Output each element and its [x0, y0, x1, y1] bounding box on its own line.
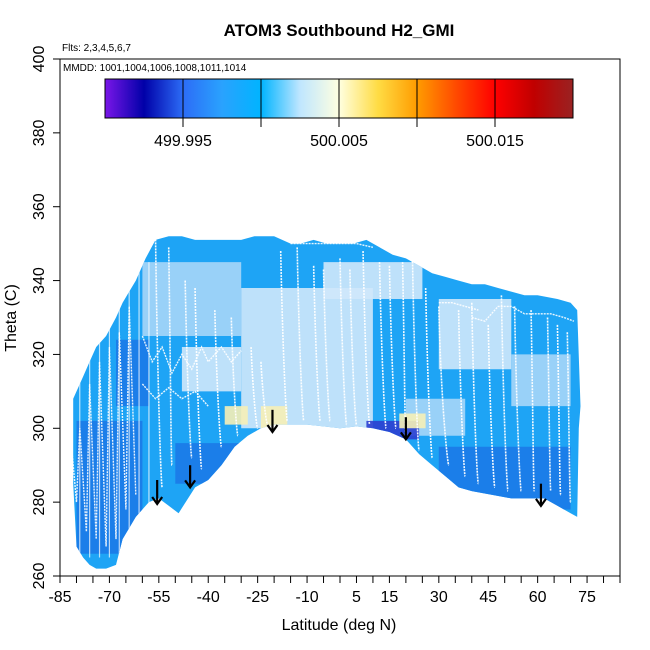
flight-trace — [378, 262, 387, 430]
flight-trace — [500, 295, 509, 492]
flight-trace — [411, 258, 420, 452]
flight-trace — [322, 269, 331, 422]
flight-trace — [230, 317, 239, 437]
y-tick-label: 360 — [31, 193, 48, 220]
flight-trace — [556, 324, 562, 496]
curtain-patch — [323, 262, 423, 299]
flight-trace — [487, 324, 496, 489]
chart-title: ATOM3 Southbound H2_GMI — [224, 21, 455, 40]
flight-trace-zigzag — [290, 242, 374, 248]
flight-traces — [69, 236, 575, 547]
flight-trace — [214, 310, 223, 448]
flight-trace — [312, 265, 322, 422]
flight-trace — [279, 251, 289, 422]
y-axis: 260 280 300 320 340 360 380 400 — [31, 46, 60, 590]
curtain-patch — [511, 354, 571, 407]
colorbar-tick-label: 500.015 — [466, 133, 524, 150]
x-tick-label: 75 — [578, 589, 596, 606]
arrow-head — [535, 498, 547, 508]
flight-trace-zigzag — [141, 383, 209, 407]
flight-trace — [260, 361, 269, 426]
flight-trace — [339, 258, 348, 426]
curtain-patch — [175, 443, 242, 484]
flight-trace — [349, 269, 358, 426]
curtain-patch — [438, 299, 512, 370]
flight-trace — [388, 265, 397, 430]
colorbar-tick-labels: 499.995 500.005 500.015 — [154, 133, 524, 150]
arrow-head — [399, 431, 412, 442]
x-tick-label: 15 — [381, 589, 399, 606]
x-tick-label: 30 — [430, 589, 448, 606]
y-tick-label: 320 — [31, 341, 48, 368]
curtain-patch — [181, 347, 242, 392]
y-tick-label: 400 — [31, 46, 48, 73]
flight-trace — [424, 287, 434, 459]
flight-trace — [154, 236, 163, 489]
flight-trace — [530, 310, 536, 492]
flight-trace — [194, 287, 203, 470]
flight-trace — [167, 247, 173, 467]
x-tick-label: -85 — [48, 589, 71, 606]
y-tick-label: 300 — [31, 415, 48, 442]
data-layer — [69, 236, 581, 569]
x-tick-label: 45 — [479, 589, 497, 606]
x-tick-label: 5 — [352, 589, 361, 606]
x-tick-label: -70 — [98, 589, 121, 606]
flight-trace — [470, 302, 480, 485]
flight-trace-zigzag — [438, 302, 479, 311]
y-tick-label: 380 — [31, 119, 48, 146]
flight-trace — [513, 306, 522, 492]
x-tick-label: 60 — [529, 589, 547, 606]
colorbar-divisions — [182, 79, 496, 127]
colorbar-tick-label: 499.995 — [154, 133, 212, 150]
flight-trace — [566, 332, 572, 503]
flight-trace-zigzag — [471, 305, 575, 322]
x-tick-label: -25 — [246, 589, 269, 606]
y-tick-label: 260 — [31, 563, 48, 590]
arrow-head — [266, 424, 279, 434]
flight-trace-zigzag — [69, 306, 137, 547]
curtain-patch — [260, 406, 288, 429]
flight-trace-zigzag — [141, 335, 242, 375]
x-axis-label: Latitude (deg N) — [282, 617, 397, 634]
flight-trace — [457, 310, 466, 478]
y-tick-label: 340 — [31, 267, 48, 294]
curtain-patch — [241, 288, 373, 429]
y-tick-label: 280 — [31, 489, 48, 516]
x-axis: -85 -70 -55 -40 -25 -10 5 15 30 45 60 75 — [48, 576, 621, 606]
arrow-head — [184, 479, 197, 490]
chart-subtitle-dates: MMDD: 1001,1004,1006,1008,1011,1014 — [63, 63, 247, 74]
arrow-layer — [151, 409, 547, 508]
curtain-patch — [399, 413, 426, 429]
colorbar-tick-label: 500.005 — [310, 133, 368, 150]
x-tick-label: -40 — [197, 589, 220, 606]
colorbar: 499.995 500.005 500.015 — [104, 78, 574, 150]
x-tick-label: -55 — [147, 589, 170, 606]
chart-subtitle-flights: Flts: 2,3,4,5,6,7 — [62, 43, 131, 54]
y-axis-label: Theta (C) — [3, 284, 20, 352]
curtain-patch — [116, 339, 149, 407]
arrow-head — [151, 496, 164, 506]
flight-trace — [438, 306, 450, 467]
curtain-patch — [142, 262, 242, 336]
x-tick-label: -10 — [295, 589, 318, 606]
flight-trace — [184, 280, 193, 459]
